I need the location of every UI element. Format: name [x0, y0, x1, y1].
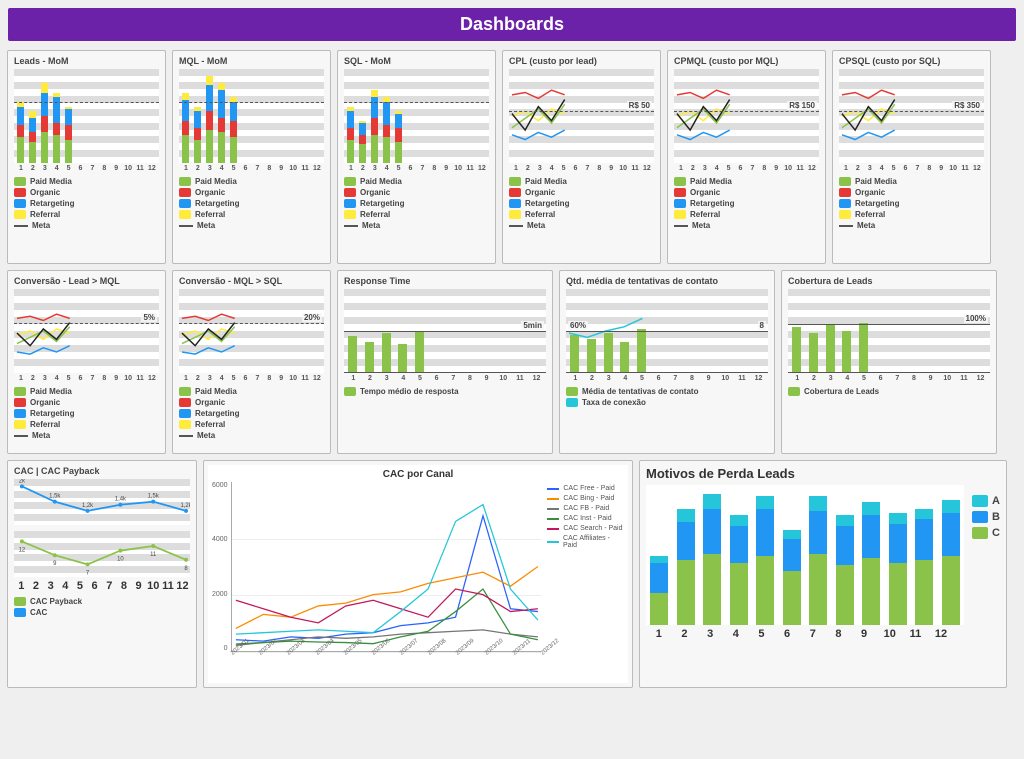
chart-card: CPL (custo por lead) R$ 50 123456789101112… [502, 50, 661, 264]
svg-text:1,2k: 1,2k [82, 503, 93, 509]
chart-area: R$ 50 [509, 69, 654, 163]
chart-title: Cobertura de Leads [788, 276, 990, 286]
chart-card: SQL - MoM 123456789101112 Paid MediaOrgani… [337, 50, 496, 264]
svg-text:12: 12 [19, 547, 26, 553]
row3: CAC | CAC Payback 2k 1,5k 1,2k 1,4k 1,5k 1,2k 1… [0, 457, 1024, 691]
svg-text:9: 9 [53, 561, 57, 567]
chart-title: Conversão - Lead > MQL [14, 276, 159, 286]
chart-title: CAC por Canal [212, 469, 624, 480]
svg-text:7: 7 [86, 570, 90, 576]
chart-title: CAC | CAC Payback [14, 466, 190, 476]
chart-title: CPL (custo por lead) [509, 56, 654, 66]
legend: Paid MediaOrganicRetargetingReferralMeta [179, 387, 324, 440]
chart-card: Qtd. média de tentativas de contato 860% 1… [559, 270, 775, 454]
chart-card: Leads - MoM 123456789101112 Paid MediaOrga… [7, 50, 166, 264]
x-axis: 123456789101112 [839, 165, 984, 172]
legend: Paid MediaOrganicRetargetingReferralMeta [509, 177, 654, 230]
chart-area: 5min [344, 289, 546, 373]
x-axis: 123456789101112 [509, 165, 654, 172]
chart-title: CPSQL (custo por SQL) [839, 56, 984, 66]
row2: Conversão - Lead > MQL 5% 123456789101112 P… [0, 267, 1024, 457]
chart-area: 5% [14, 289, 159, 373]
chart-area [14, 69, 159, 163]
legend: Paid MediaOrganicRetargetingReferralMeta [674, 177, 819, 230]
chart-area: 860% [566, 289, 768, 373]
legend: Média de tentativas de contatoTaxa de co… [566, 387, 768, 407]
chart-title: Response Time [344, 276, 546, 286]
chart-card: CAC | CAC Payback 2k 1,5k 1,2k 1,4k 1,5k 1,2k 1… [7, 460, 197, 688]
chart-area: R$ 350 [839, 69, 984, 163]
chart-card: Conversão - Lead > MQL 5% 123456789101112 P… [7, 270, 166, 454]
legend: Paid MediaOrganicRetargetingReferralMeta [839, 177, 984, 230]
legend: Paid MediaOrganicRetargetingReferralMeta [179, 177, 324, 230]
x-axis: 123456789101112 [179, 375, 324, 382]
legend: Cobertura de Leads [788, 387, 990, 396]
legend: Tempo médio de resposta [344, 387, 546, 396]
chart-title: Conversão - MQL > SQL [179, 276, 324, 286]
x-axis: 123456789101112 [14, 165, 159, 172]
svg-text:11: 11 [150, 552, 157, 558]
x-axis: 123456789101112 [179, 165, 324, 172]
row1: Leads - MoM 123456789101112 Paid MediaOrga… [0, 47, 1024, 267]
svg-text:1,5k: 1,5k [148, 494, 159, 500]
svg-text:1,4k: 1,4k [115, 497, 126, 503]
x-axis: 123456789101112 [788, 375, 990, 382]
chart-title: CPMQL (custo por MQL) [674, 56, 819, 66]
legend: Paid MediaOrganicRetargetingReferralMeta [344, 177, 489, 230]
chart-area [179, 69, 324, 163]
chart-area [344, 69, 489, 163]
page-header: Dashboards [8, 8, 1016, 41]
chart-title: Leads - MoM [14, 56, 159, 66]
cac-bottom: 12 9 7 10 11 8 [14, 531, 190, 577]
x-axis: 123456789101112 [674, 165, 819, 172]
chart-title: SQL - MoM [344, 56, 489, 66]
chart-card: CAC por Canal6000400020000CAC Free - Pai… [203, 460, 633, 688]
chart-card: Motivos de Perda LeadsABC123456789101112 [639, 460, 1007, 688]
chart-title: Qtd. média de tentativas de contato [566, 276, 768, 286]
chart-card: MQL - MoM 123456789101112 Paid MediaOrgani… [172, 50, 331, 264]
x-axis: 123456789101112 [344, 165, 489, 172]
legend: Paid MediaOrganicRetargetingReferralMeta [14, 177, 159, 230]
chart-title: MQL - MoM [179, 56, 324, 66]
chart-area: R$ 150 [674, 69, 819, 163]
x-axis: 123456789101112 [14, 375, 159, 382]
svg-text:2k: 2k [19, 479, 25, 484]
chart-area [646, 485, 964, 625]
cac-canal-panel: CAC por Canal6000400020000CAC Free - Pai… [208, 465, 628, 683]
legend: CAC PaybackCAC [14, 597, 190, 617]
cac-top: 2k 1,5k 1,2k 1,4k 1,5k 1,2k [14, 479, 190, 525]
legend: Paid MediaOrganicRetargetingReferralMeta [14, 387, 159, 440]
svg-text:8: 8 [184, 566, 188, 572]
chart-card: CPSQL (custo por SQL) R$ 350 1234567891011… [832, 50, 991, 264]
x-axis: 123456789101112 [14, 580, 190, 592]
chart-card: CPMQL (custo por MQL) R$ 150 1234567891011… [667, 50, 826, 264]
svg-text:1,2k: 1,2k [180, 503, 190, 509]
svg-text:1,5k: 1,5k [49, 494, 60, 500]
svg-text:10: 10 [117, 557, 124, 563]
chart-card: Conversão - MQL > SQL 20% 123456789101112 P… [172, 270, 331, 454]
x-axis: 123456789101112 [344, 375, 546, 382]
chart-area: 100% [788, 289, 990, 373]
x-axis: 123456789101112 [566, 375, 768, 382]
chart-card: Response Time 5min 123456789101112 Tempo mé… [337, 270, 553, 454]
chart-card: Cobertura de Leads 100% 123456789101112 Cob… [781, 270, 997, 454]
chart-area: 20% [179, 289, 324, 373]
chart-title: Motivos de Perda Leads [646, 466, 1000, 481]
